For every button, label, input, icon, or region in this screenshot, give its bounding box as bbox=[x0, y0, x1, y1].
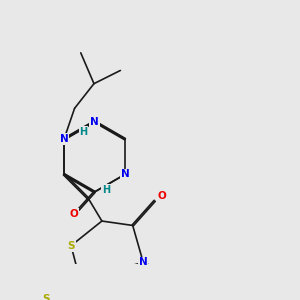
Text: N: N bbox=[121, 169, 129, 179]
Text: N: N bbox=[90, 116, 99, 127]
Text: N: N bbox=[139, 257, 148, 267]
Text: N: N bbox=[60, 134, 68, 144]
Text: O: O bbox=[158, 191, 166, 201]
Text: S: S bbox=[43, 294, 50, 300]
Text: O: O bbox=[70, 209, 79, 219]
Text: H: H bbox=[102, 185, 110, 195]
Text: H: H bbox=[79, 127, 87, 137]
Text: S: S bbox=[67, 241, 75, 251]
